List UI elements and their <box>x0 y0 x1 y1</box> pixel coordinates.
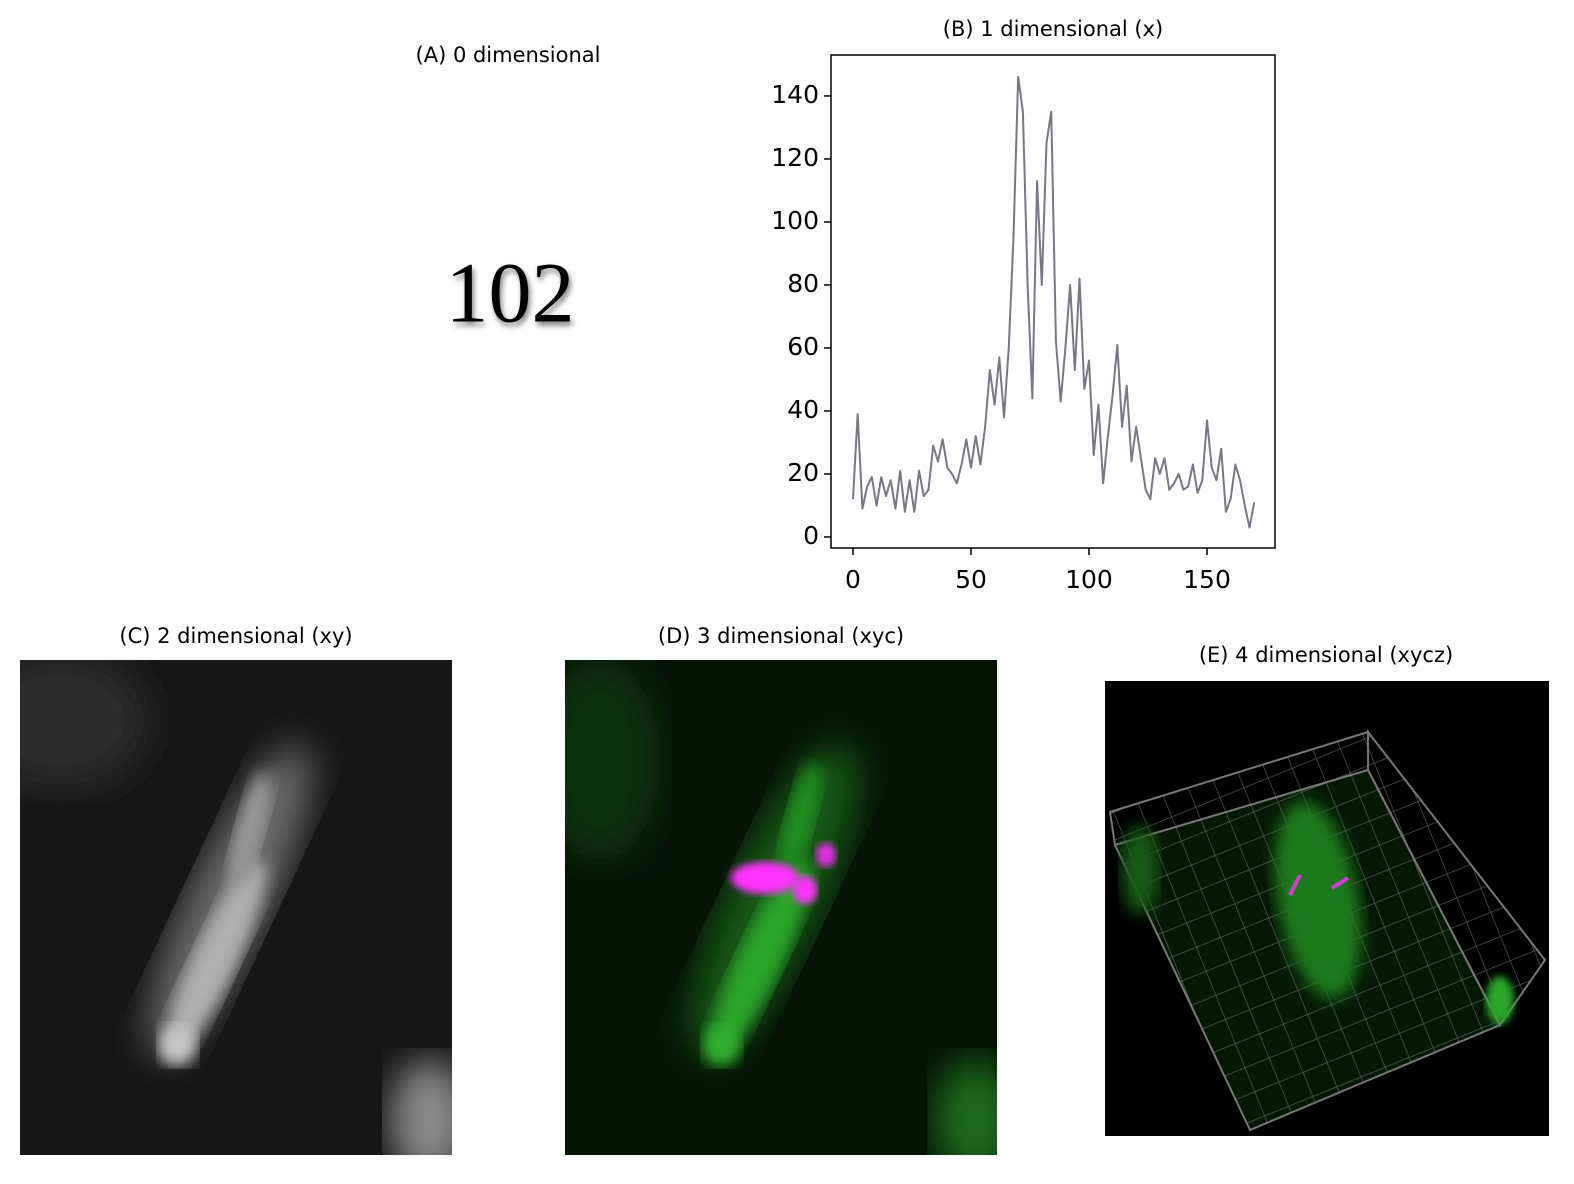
y-tick-label: 80 <box>787 269 819 298</box>
image-xycz <box>1105 681 1549 1136</box>
panel-title: (C) 2 dimensional (xy) <box>119 624 352 648</box>
y-tick-label: 140 <box>771 80 819 109</box>
x-tick-label: 50 <box>955 565 987 594</box>
panel-title: (B) 1 dimensional (x) <box>943 17 1163 41</box>
scalar-value: 102 <box>446 245 575 341</box>
line-plot: 0 20 40 60 80 100 120 140 0 50 100 150 <box>771 54 1276 594</box>
x-tick-label: 150 <box>1183 565 1231 594</box>
image-xy <box>20 660 452 1155</box>
panel-title: (E) 4 dimensional (xycz) <box>1199 643 1453 667</box>
x-tick-label: 0 <box>845 565 861 594</box>
data-line <box>851 76 1256 529</box>
y-tick-label: 120 <box>771 143 819 172</box>
y-tick-label: 60 <box>787 332 819 361</box>
y-tick-label: 20 <box>787 458 819 487</box>
x-tick-label: 100 <box>1065 565 1113 594</box>
y-tick-label: 100 <box>771 206 819 235</box>
axes-frame <box>830 54 1276 549</box>
y-tick-label: 0 <box>803 521 819 550</box>
panel-title: (D) 3 dimensional (xyc) <box>658 624 904 648</box>
image-xyc <box>565 660 997 1155</box>
panel-title: (A) 0 dimensional <box>416 43 601 67</box>
y-tick-label: 40 <box>787 395 819 424</box>
